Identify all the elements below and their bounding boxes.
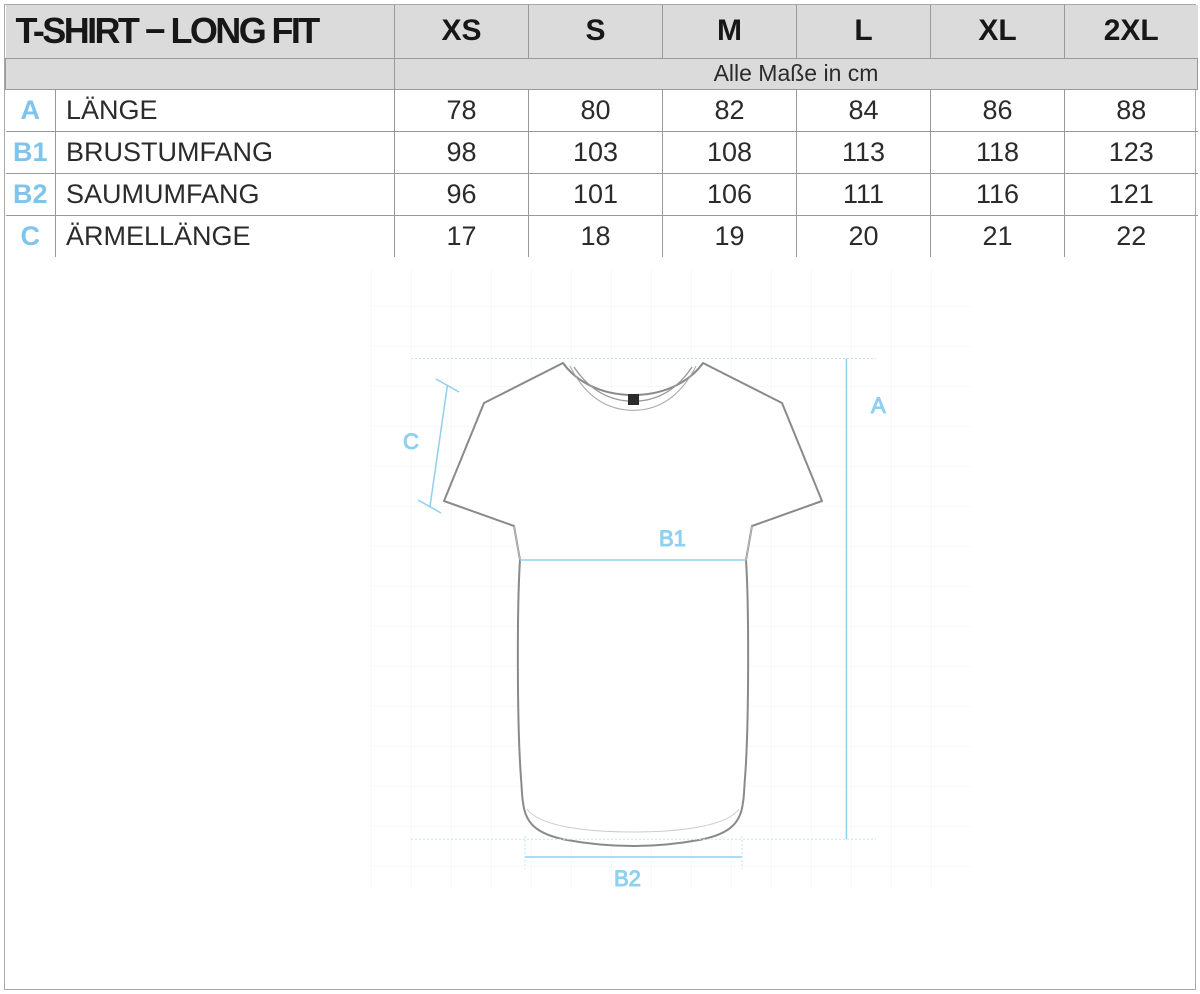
svg-text:A: A — [871, 393, 886, 418]
svg-text:C: C — [403, 429, 419, 454]
svg-text:B2: B2 — [614, 866, 641, 891]
svg-text:B1: B1 — [659, 526, 686, 551]
